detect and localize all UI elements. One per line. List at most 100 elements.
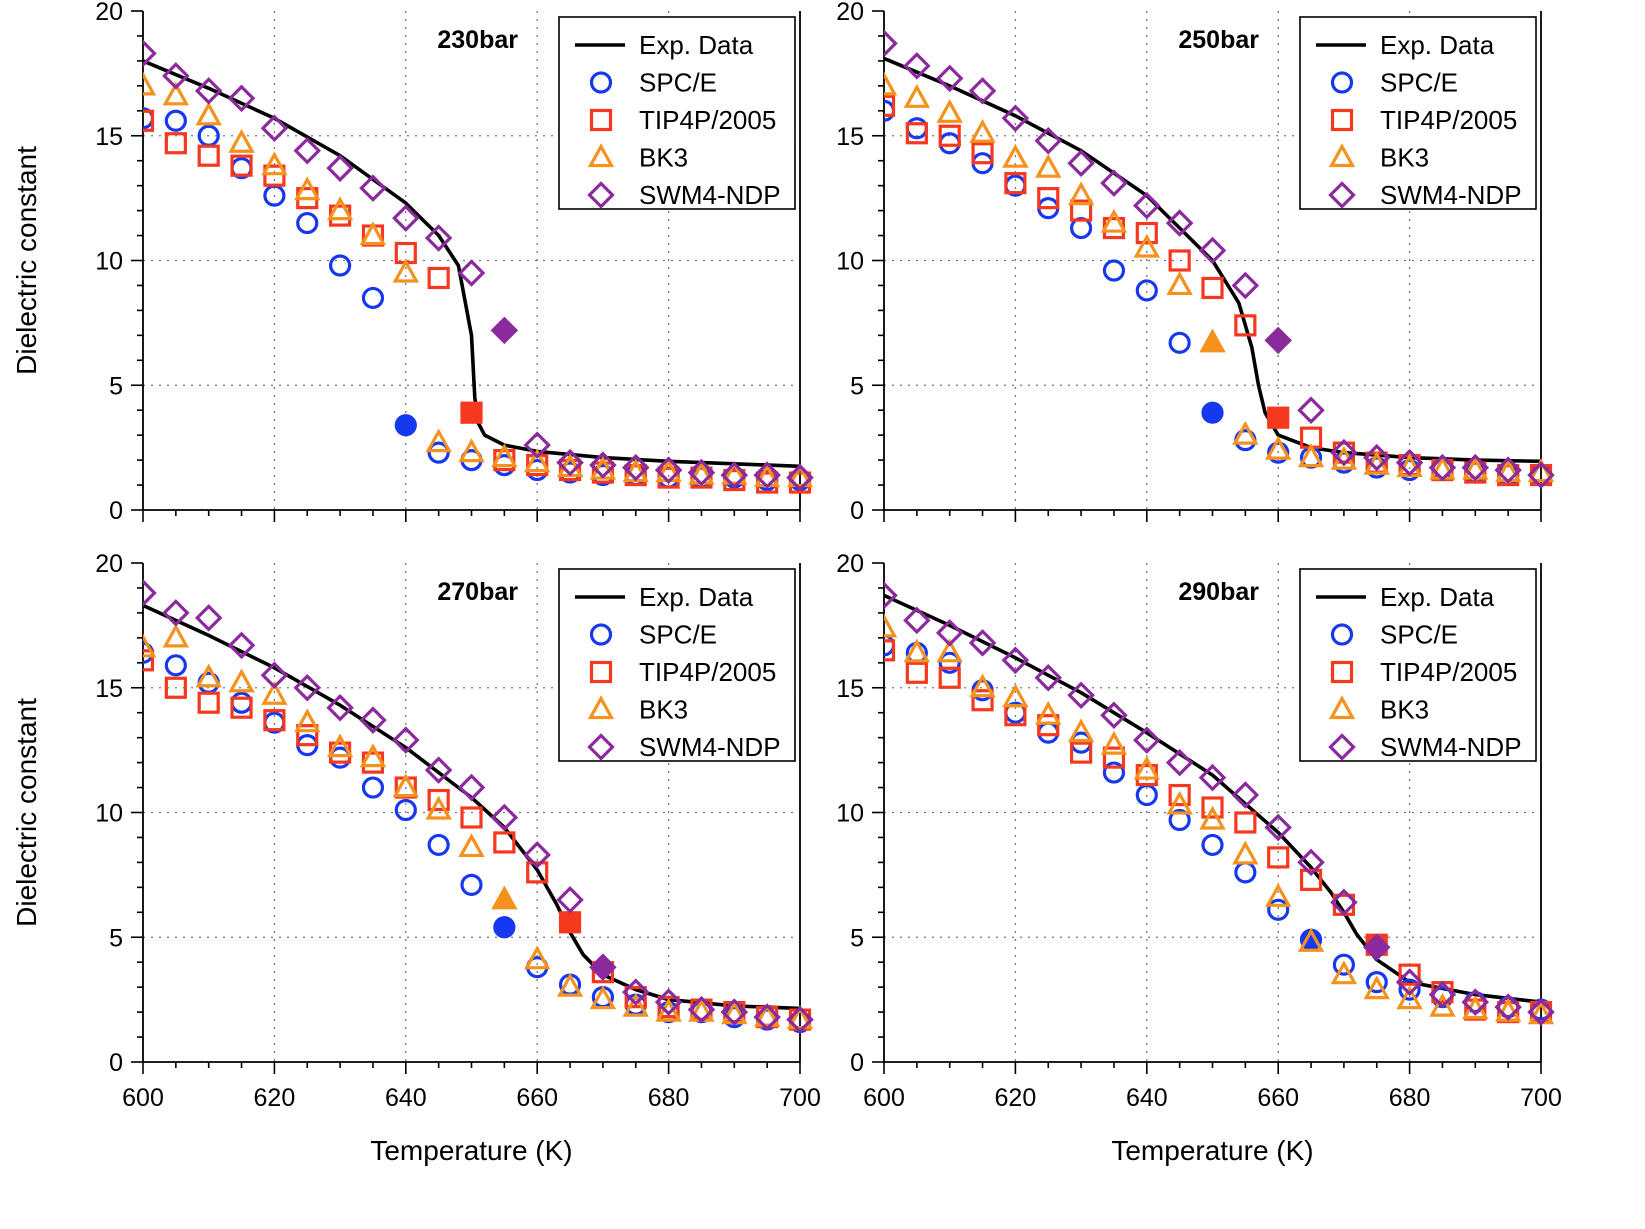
tip4p-point bbox=[493, 831, 516, 854]
y-axis-ticks: 0 5 10 15 20 bbox=[95, 550, 143, 1077]
swm4-point bbox=[1527, 461, 1555, 489]
spce-point bbox=[1201, 401, 1224, 424]
spce-point bbox=[460, 873, 483, 896]
swm4-point bbox=[687, 458, 716, 487]
legend-item-exp: Exp. Data bbox=[575, 582, 754, 612]
y-tick-label: 5 bbox=[850, 924, 864, 952]
y-tick-label: 15 bbox=[836, 123, 864, 151]
swm4-point bbox=[1165, 209, 1194, 237]
swm4-point bbox=[392, 726, 420, 754]
tip4p-point bbox=[591, 461, 615, 484]
tip4p-point bbox=[1037, 187, 1060, 210]
spce-point bbox=[164, 109, 187, 132]
tip4p-point bbox=[526, 861, 549, 884]
bk3-point bbox=[143, 71, 157, 96]
swm4-point bbox=[1133, 726, 1161, 754]
tip4p-point bbox=[884, 94, 896, 117]
x-tick-label: 680 bbox=[1389, 1084, 1431, 1112]
panel-title: 250bar bbox=[1178, 26, 1259, 54]
y-tick-label: 10 bbox=[95, 800, 123, 828]
tip4p-point bbox=[1267, 846, 1290, 869]
legend-marker-swatch bbox=[1330, 623, 1354, 646]
x-axis-ticks: 600 620 640 660 680 700 bbox=[122, 1062, 821, 1112]
legend-item-bk3: BK3 bbox=[587, 143, 688, 173]
legend-marker-swatch bbox=[1328, 695, 1356, 720]
swm4-point bbox=[326, 154, 354, 182]
bk3-point bbox=[392, 773, 420, 798]
swm4-point bbox=[293, 136, 322, 165]
bk3-point bbox=[1199, 805, 1226, 830]
bk3-point bbox=[1297, 443, 1325, 468]
swm4-point bbox=[786, 463, 814, 492]
legend-item-spce: SPC/E bbox=[589, 68, 717, 98]
swm4-point bbox=[326, 693, 354, 722]
bk3-point bbox=[425, 428, 452, 453]
legend-marker-swatch bbox=[1328, 143, 1356, 168]
bk3-point bbox=[753, 1002, 781, 1027]
bk3-point bbox=[1166, 271, 1193, 296]
legend-label: Exp. Data bbox=[639, 582, 754, 612]
swm4-point bbox=[589, 451, 617, 479]
legend-label: BK3 bbox=[1380, 143, 1429, 173]
swm4-point bbox=[1198, 763, 1227, 792]
tip4p-point bbox=[1497, 463, 1520, 487]
swm4-point bbox=[1067, 681, 1095, 709]
tip4p-point bbox=[460, 806, 483, 829]
y-tick-label: 10 bbox=[836, 800, 864, 828]
legend-marker-swatch bbox=[589, 71, 613, 94]
y-axis-title: Dielectric constant bbox=[11, 698, 42, 927]
legend-label: SPC/E bbox=[1380, 620, 1458, 650]
chart-panel-290bar: 0 5 10 15 20 600 620 640 660 680 700 Temperature (K… bbox=[836, 550, 1562, 1166]
bk3-point bbox=[359, 221, 387, 246]
swm4-point bbox=[556, 448, 584, 477]
bk3-point bbox=[1133, 233, 1161, 258]
bk3-point bbox=[1264, 435, 1292, 460]
spce-point bbox=[394, 798, 417, 822]
tip4p-point bbox=[1398, 963, 1421, 986]
swm4-point bbox=[1461, 453, 1490, 482]
x-tick-label: 640 bbox=[385, 1084, 427, 1112]
exp-data-line bbox=[143, 59, 801, 469]
tip4p-point bbox=[558, 458, 582, 482]
x-axis-ticks: 600 620 640 660 680 700 bbox=[863, 1062, 1562, 1112]
legend-item-exp: Exp. Data bbox=[1316, 30, 1495, 60]
swm4-point bbox=[293, 673, 322, 702]
bk3-point bbox=[1429, 992, 1456, 1017]
legend-item-tip4p: TIP4P/2005 bbox=[589, 105, 776, 135]
bk3-point bbox=[1264, 883, 1292, 907]
swm4-point bbox=[1461, 988, 1490, 1016]
x-tick-label: 640 bbox=[1126, 1084, 1168, 1112]
swm4-point bbox=[1395, 448, 1424, 477]
bk3-point bbox=[143, 633, 157, 658]
tip4p-point bbox=[427, 266, 450, 290]
tip4p-point bbox=[263, 709, 286, 732]
spce-point bbox=[938, 132, 961, 155]
legend-box bbox=[1299, 568, 1537, 762]
bk3-point bbox=[294, 708, 321, 733]
tip4p-point bbox=[263, 164, 286, 187]
legend-label: TIP4P/2005 bbox=[639, 105, 776, 135]
swm4-point bbox=[884, 581, 898, 610]
swm4-point bbox=[424, 756, 453, 784]
bk3-point bbox=[1330, 960, 1358, 985]
tip4p-point bbox=[1201, 276, 1224, 300]
swm4-point bbox=[935, 64, 964, 93]
bk3-point bbox=[622, 992, 649, 1017]
bk3-point bbox=[228, 668, 255, 693]
swm4-point bbox=[523, 841, 551, 869]
legend-marker-swatch bbox=[1330, 660, 1354, 684]
legend-item-spce: SPC/E bbox=[1330, 68, 1458, 98]
y-tick-label: 0 bbox=[850, 1049, 864, 1077]
tip4p-point bbox=[197, 691, 220, 714]
tip4p-point bbox=[230, 154, 253, 177]
swm4-point bbox=[753, 1003, 781, 1031]
swm4-point bbox=[1001, 646, 1030, 675]
swm4-point bbox=[1165, 748, 1194, 777]
y-tick-label: 15 bbox=[95, 123, 123, 151]
bk3-point bbox=[1002, 143, 1029, 168]
swm4-point bbox=[490, 803, 519, 832]
swm4-point bbox=[1428, 453, 1457, 482]
legend-marker-swatch bbox=[1328, 733, 1356, 761]
swm4-point bbox=[1034, 664, 1063, 692]
